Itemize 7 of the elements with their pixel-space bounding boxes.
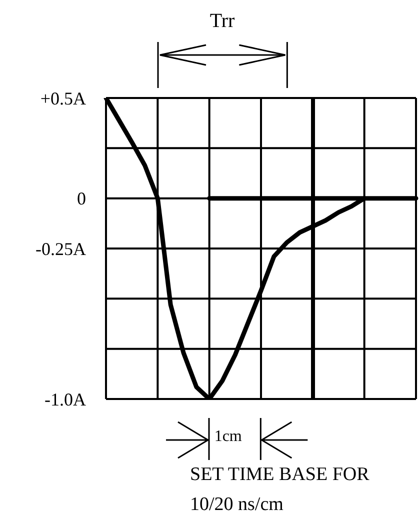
y-tick-label: 0 [77,188,86,209]
text: SET TIME BASE FOR 10/20 ns/cm [190,463,370,517]
y-tick-label: +0.5A [40,88,86,108]
text: 1cm [214,428,242,446]
y-tick-label: -0.25A [36,238,86,259]
text: Trr [208,10,236,33]
y-tick-label: -1.0A [44,389,86,410]
